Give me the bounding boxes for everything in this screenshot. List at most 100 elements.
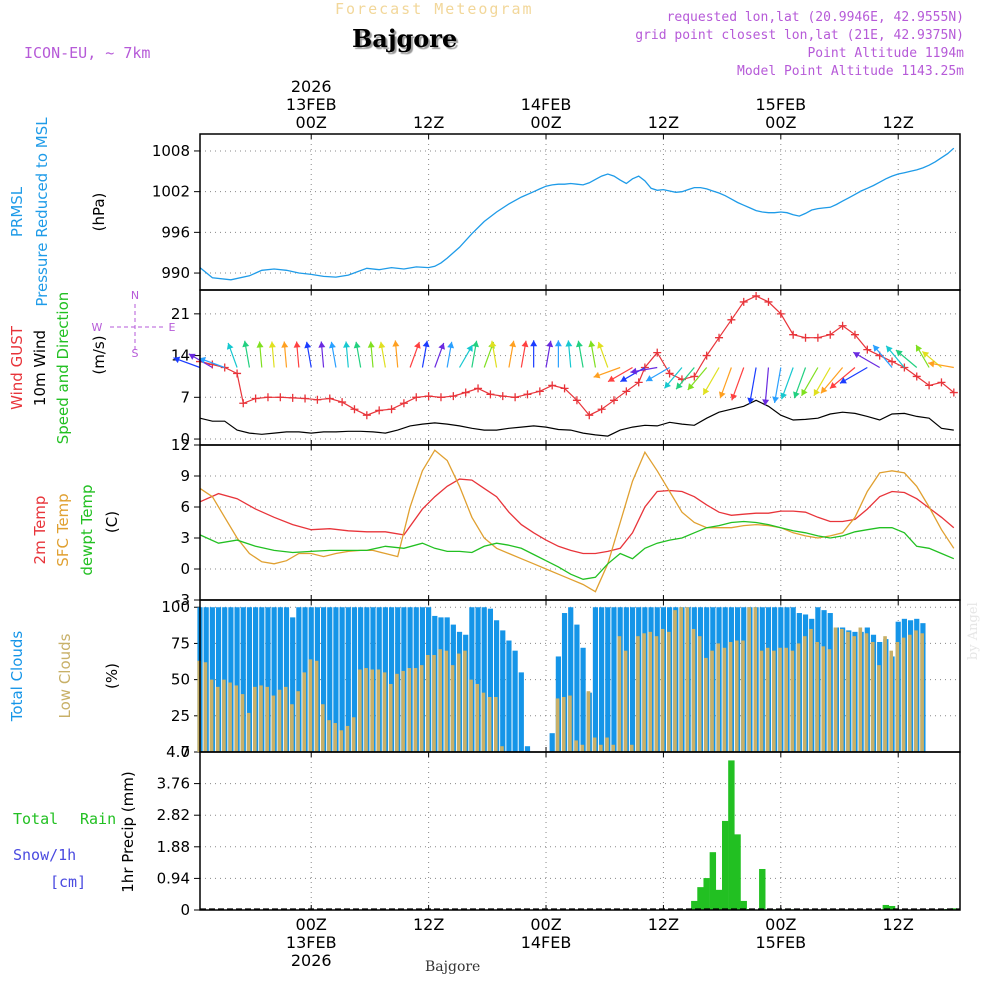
- low-cloud-bar: [370, 669, 375, 752]
- low-cloud-bar: [778, 647, 782, 752]
- low-cloud-bar: [253, 686, 257, 752]
- total-cloud-bar: [320, 607, 327, 752]
- wind-arrowhead: [565, 340, 573, 347]
- low-cloud-bar: [259, 685, 263, 752]
- low-cloud-bar: [481, 692, 486, 752]
- total-cloud-bar: [296, 607, 302, 752]
- wind-arrowhead: [466, 344, 473, 352]
- total-clouds-label: Total Clouds: [8, 631, 26, 723]
- wind-arrowhead: [343, 341, 351, 348]
- rain-bar: [703, 878, 710, 910]
- model-point-altitude: Model Point Altitude 1143.25m: [737, 64, 964, 79]
- low-cloud-bar: [704, 657, 708, 752]
- gust-marker: [665, 369, 674, 378]
- wind-arrowhead: [318, 341, 326, 348]
- gust-marker: [449, 392, 458, 401]
- low-cloud-bar: [759, 650, 764, 752]
- gust-marker: [436, 393, 445, 402]
- wind-arrow: [749, 367, 757, 405]
- low-cloud-bar: [784, 647, 788, 752]
- wind-arrowhead: [521, 340, 529, 348]
- gust-marker: [233, 369, 242, 378]
- low-cloud-bar: [636, 636, 640, 752]
- pressure-unit-label: (hPa): [90, 193, 108, 232]
- low-cloud-bar: [314, 660, 319, 752]
- total-cloud-bar: [506, 640, 512, 752]
- requested-location: requested lon,lat (20.9946E, 42.9555N): [666, 10, 964, 25]
- low-cloud-bar: [197, 660, 201, 752]
- gust-marker: [313, 395, 322, 404]
- wind-direction-label: Speed and Direction: [54, 292, 72, 445]
- low-cloud-bar: [426, 655, 430, 752]
- low-cloud-bar: [617, 636, 622, 752]
- wind-arrowhead: [199, 356, 206, 364]
- low-cloud-bar: [864, 633, 869, 752]
- gust-marker: [523, 390, 532, 399]
- low-cloud-bar: [599, 744, 603, 752]
- wind-arrowhead: [813, 388, 820, 396]
- low-cloud-bar: [574, 740, 578, 752]
- low-cloud-bar: [296, 691, 300, 752]
- gust-marker: [597, 405, 606, 414]
- wind-arrowhead: [188, 353, 196, 360]
- low-cloud-bar: [580, 744, 585, 752]
- wind-arrowhead: [367, 341, 375, 348]
- gust-marker: [535, 387, 544, 396]
- low-cloud-bar: [277, 689, 282, 752]
- low-cloud-bar: [561, 696, 566, 752]
- wind-arrowhead: [928, 360, 935, 368]
- wind-arrowhead: [438, 342, 445, 350]
- temperature-ytick-label: 12: [171, 436, 190, 454]
- total-cloud-bar: [351, 607, 358, 752]
- wind-arrowhead: [793, 391, 800, 399]
- low-cloud-bar: [840, 628, 844, 752]
- total-cloud-bar: [493, 620, 500, 752]
- point-altitude: Point Altitude 1194m: [807, 46, 964, 61]
- gust-marker: [239, 399, 248, 408]
- wind-frame: [199, 289, 961, 446]
- total-cloud-bar: [561, 613, 568, 752]
- total-cloud-bar: [592, 607, 599, 752]
- gust-marker: [461, 388, 470, 397]
- low-cloud-bar: [463, 650, 467, 752]
- low-cloud-bar: [456, 653, 461, 752]
- pressure-label-short: PRMSL: [8, 186, 26, 237]
- gust-marker: [301, 394, 310, 403]
- wind-arrow: [773, 367, 782, 404]
- wind-arrowhead: [447, 341, 455, 349]
- rain-bar: [734, 834, 741, 910]
- sfc-temp-line: [199, 449, 955, 593]
- total-cloud-bar: [345, 607, 351, 752]
- low-cloud-bar: [623, 650, 628, 752]
- grid-point-location: grid point closest lon,lat (21E, 42.9375…: [635, 28, 964, 43]
- rain-bar: [759, 868, 766, 910]
- gust-marker: [801, 333, 810, 342]
- gust-marker: [937, 378, 946, 387]
- low-cloud-bar: [629, 744, 634, 752]
- wind10m-line: [199, 399, 954, 437]
- wind-arrowhead: [646, 375, 653, 382]
- bottom-time-label: 12Z: [648, 915, 679, 934]
- wind-arrowhead: [922, 351, 930, 358]
- low-cloud-bar: [469, 679, 473, 752]
- total-cloud-bar: [518, 672, 524, 752]
- low-cloud-bar: [475, 683, 480, 752]
- total-cloud-bar: [259, 607, 265, 752]
- low-cloud-bar: [228, 682, 232, 752]
- pressure-ytick-label: 996: [161, 223, 190, 241]
- wind-arrowhead: [620, 375, 628, 382]
- low-cloud-bar: [685, 607, 690, 752]
- gust-marker: [764, 297, 773, 306]
- gust-marker: [560, 384, 569, 393]
- wind-arrowhead: [242, 340, 250, 348]
- low-cloud-bar: [222, 679, 226, 752]
- gust-marker: [350, 405, 359, 414]
- low-cloud-bar: [734, 640, 739, 752]
- wind-arrowhead: [530, 340, 538, 347]
- low-cloud-bar: [642, 633, 646, 752]
- low-cloud-bar: [339, 730, 344, 752]
- low-cloud-bar: [203, 662, 208, 752]
- low-cloud-bar: [555, 698, 560, 752]
- total-cloud-bar: [481, 607, 487, 752]
